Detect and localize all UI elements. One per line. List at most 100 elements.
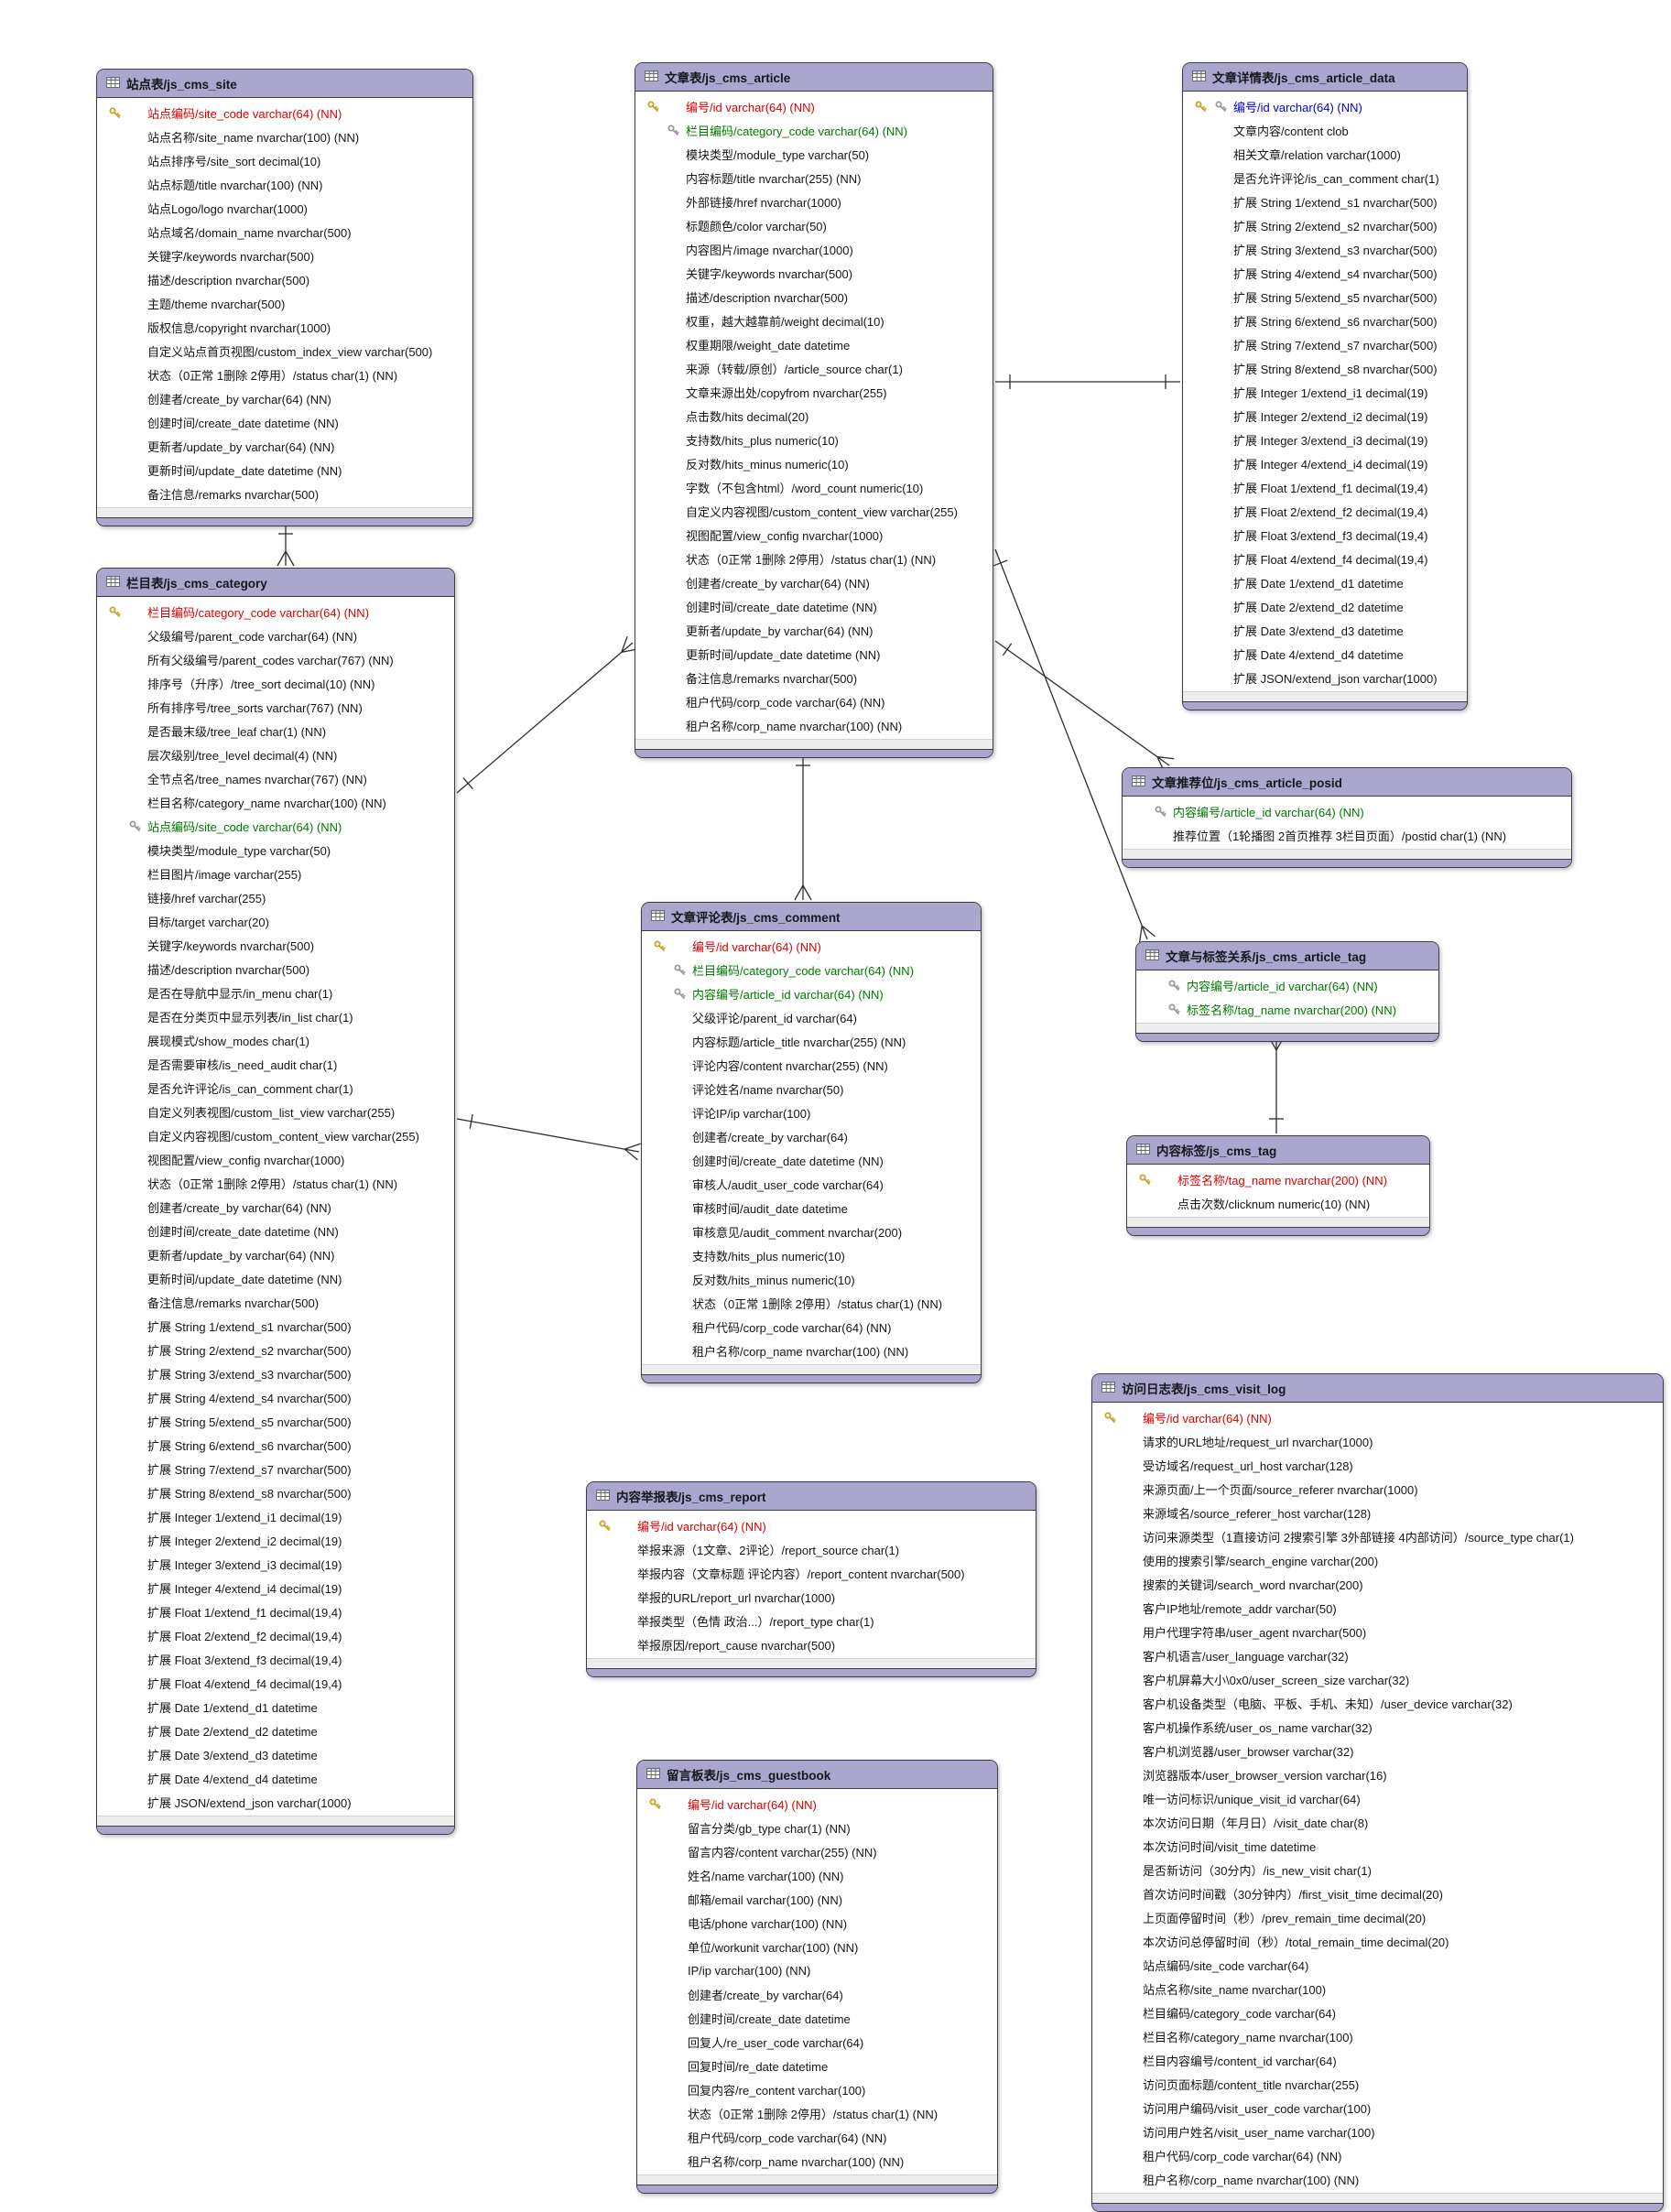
field-row: 排序号（升序）/tree_sort decimal(10) (NN) (97, 671, 454, 695)
entity-bottom-strip (1123, 859, 1571, 867)
field-label: 回复时间/re_date datetime (688, 2059, 829, 2074)
field-label: 推荐位置（1轮播图 2首页推荐 3栏目页面）/postid char(1) (N… (1173, 829, 1507, 843)
entity-header-js_cms_comment: 文章评论表/js_cms_comment (642, 903, 981, 931)
field-label: 状态（0正常 1删除 2停用）/status char(1) (NN) (688, 2107, 939, 2121)
field-row: 视图配置/view_config nvarchar(1000) (97, 1147, 454, 1171)
field-row: 客户机屏幕大小\0x0/user_screen_size varchar(32) (1092, 1667, 1663, 1691)
entity-footer (642, 1364, 981, 1374)
field-row: 扩展 String 8/extend_s8 nvarchar(500) (1183, 356, 1467, 380)
foreign-key-icon (669, 988, 689, 1000)
field-row: 举报原因/report_cause nvarchar(500) (587, 1632, 1036, 1656)
entity-js_cms_site[interactable]: 站点表/js_cms_site 站点编码/site_code varchar(64… (96, 69, 473, 526)
entity-header-js_cms_article_posid: 文章推荐位/js_cms_article_posid (1123, 768, 1571, 797)
field-row: 访问用户编码/visit_user_code varchar(100) (1092, 2096, 1663, 2120)
field-label: 扩展 Date 3/extend_d3 datetime (147, 1748, 318, 1762)
entity-js_cms_report[interactable]: 内容举报表/js_cms_report 编号/id varchar(64) (NN… (586, 1481, 1036, 1677)
field-label: 扩展 Integer 4/extend_i4 decimal(19) (1233, 457, 1428, 472)
field-label: 更新者/update_by varchar(64) (NN) (147, 439, 335, 454)
field-row: 站点名称/site_name nvarchar(100) (NN) (97, 125, 472, 148)
field-label: 状态（0正常 1删除 2停用）/status char(1) (NN) (692, 1296, 943, 1311)
field-label: 自定义列表视图/custom_list_view varchar(255) (147, 1105, 396, 1120)
field-label: 客户机设备类型（电脑、平板、手机、未知）/user_device varchar… (1143, 1697, 1513, 1711)
field-label: 扩展 String 3/extend_s3 nvarchar(500) (147, 1367, 352, 1382)
field-label: 层次级别/tree_level decimal(4) (NN) (147, 748, 338, 763)
entity-js_cms_article_tag[interactable]: 文章与标签关系/js_cms_article_tag 内容编号/article_i… (1135, 941, 1439, 1042)
field-row: 首次访问时间戳（30分钟内）/first_visit_time decimal(… (1092, 1881, 1663, 1905)
field-label: 视图配置/view_config nvarchar(1000) (147, 1153, 345, 1167)
field-row: 状态（0正常 1删除 2停用）/status char(1) (NN) (97, 363, 472, 386)
field-row: 站点排序号/site_sort decimal(10) (97, 148, 472, 172)
field-row: 编号/id varchar(64) (NN) (635, 94, 993, 118)
field-row: 电话/phone varchar(100) (NN) (637, 1911, 997, 1935)
entity-bottom-strip (1183, 701, 1467, 710)
field-row: 栏目名称/category_name nvarchar(100) (NN) (97, 790, 454, 814)
crow-foot (277, 550, 287, 567)
field-label: 描述/description nvarchar(500) (147, 273, 310, 287)
entity-title: 站点表/js_cms_site (126, 78, 237, 92)
field-label: 扩展 String 7/extend_s7 nvarchar(500) (1233, 338, 1438, 352)
entity-field-list: 编号/id varchar(64) (NN) 文章内容/content clob 相… (1183, 92, 1467, 691)
entity-js_cms_guestbook[interactable]: 留言板表/js_cms_guestbook 编号/id varchar(64) (… (636, 1760, 998, 2194)
entity-js_cms_article_posid[interactable]: 文章推荐位/js_cms_article_posid 内容编号/article_i… (1122, 767, 1572, 868)
field-row: 关键字/keywords nvarchar(500) (97, 933, 454, 957)
field-label: 是否新访问（30分内）/is_new_visit char(1) (1143, 1863, 1372, 1878)
field-row: 扩展 Integer 1/extend_i1 decimal(19) (1183, 380, 1467, 404)
entity-footer (1127, 1217, 1429, 1227)
field-label: 邮箱/email varchar(100) (NN) (688, 1892, 843, 1907)
field-label: 受访域名/request_url_host varchar(128) (1143, 1458, 1353, 1473)
entity-footer (1183, 691, 1467, 701)
field-label: 创建时间/create_date datetime (688, 2011, 851, 2026)
crow-foot (794, 884, 804, 901)
entity-js_cms_category[interactable]: 栏目表/js_cms_category 栏目编码/category_code va… (96, 568, 455, 1835)
one-tick (993, 559, 1008, 567)
field-row: 回复内容/re_content varchar(100) (637, 2077, 997, 2101)
field-row: 扩展 Integer 3/extend_i3 decimal(19) (97, 1552, 454, 1576)
field-label: 站点名称/site_name nvarchar(100) (NN) (147, 130, 360, 145)
field-row: 内容标题/title nvarchar(255) (NN) (635, 166, 993, 190)
field-label: 更新者/update_by varchar(64) (NN) (686, 623, 873, 638)
field-row: 客户机语言/user_language varchar(32) (1092, 1643, 1663, 1667)
entity-js_cms_article[interactable]: 文章表/js_cms_article 编号/id varchar(64) (NN)… (635, 62, 993, 758)
field-label: 客户机语言/user_language varchar(32) (1143, 1649, 1349, 1664)
field-row: 唯一访问标识/unique_visit_id varchar(64) (1092, 1786, 1663, 1810)
field-label: 首次访问时间戳（30分钟内）/first_visit_time decimal(… (1143, 1887, 1443, 1902)
table-icon (106, 76, 120, 91)
one-tick (1002, 643, 1013, 656)
field-label: 举报来源（1文章、2评论）/report_source char(1) (637, 1543, 900, 1557)
field-row: 审核人/audit_user_code varchar(64) (642, 1172, 981, 1196)
entity-footer (1092, 2193, 1663, 2203)
field-row: 留言分类/gb_type char(1) (NN) (637, 1816, 997, 1839)
field-label: 用户代理字符串/user_agent nvarchar(500) (1143, 1625, 1367, 1640)
field-label: 是否最末级/tree_leaf char(1) (NN) (147, 724, 327, 739)
field-row: 站点名称/site_name nvarchar(100) (1092, 1977, 1663, 2001)
field-row: 受访域名/request_url_host varchar(128) (1092, 1453, 1663, 1477)
field-row: 租户名称/corp_name nvarchar(100) (NN) (635, 713, 993, 737)
entity-js_cms_tag[interactable]: 内容标签/js_cms_tag 标签名称/tag_name nvarchar(20… (1126, 1135, 1430, 1236)
field-label: 扩展 Float 4/extend_f4 decimal(19,4) (147, 1676, 342, 1691)
field-label: 内容图片/image nvarchar(1000) (686, 243, 853, 257)
field-label: 电话/phone varchar(100) (NN) (688, 1916, 848, 1931)
field-row: 关键字/keywords nvarchar(500) (97, 244, 472, 267)
field-row: 回复时间/re_date datetime (637, 2054, 997, 2077)
field-row: 扩展 Integer 3/extend_i3 decimal(19) (1183, 428, 1467, 451)
field-row: 创建者/create_by varchar(64) (637, 1982, 997, 2006)
entity-header-js_cms_category: 栏目表/js_cms_category (97, 569, 454, 597)
field-label: 父级评论/parent_id varchar(64) (692, 1011, 857, 1025)
field-row: 租户名称/corp_name nvarchar(100) (NN) (1092, 2167, 1663, 2191)
field-row: 全节点名/tree_names nvarchar(767) (NN) (97, 766, 454, 790)
one-tick (462, 777, 473, 790)
entity-js_cms_article_data[interactable]: 文章详情表/js_cms_article_data 编号/id varchar(6… (1182, 62, 1468, 710)
field-label: 扩展 String 2/extend_s2 nvarchar(500) (1233, 219, 1438, 233)
entity-js_cms_visit_log[interactable]: 访问日志表/js_cms_visit_log 编号/id varchar(64) … (1091, 1373, 1664, 2212)
primary-key-icon (594, 1520, 614, 1532)
field-row: 邮箱/email varchar(100) (NN) (637, 1887, 997, 1911)
field-label: 目标/target varchar(20) (147, 915, 269, 929)
entity-js_cms_comment[interactable]: 文章评论表/js_cms_comment 编号/id varchar(64) (N… (641, 902, 982, 1383)
field-label: 创建者/create_by varchar(64) (NN) (147, 392, 331, 407)
field-label: 创建者/create_by varchar(64) (NN) (686, 576, 870, 591)
field-label: 租户名称/corp_name nvarchar(100) (NN) (692, 1344, 909, 1359)
field-label: 扩展 Float 4/extend_f4 decimal(19,4) (1233, 552, 1428, 567)
field-label: 扩展 Date 4/extend_d4 datetime (1233, 647, 1404, 662)
field-label: 是否在分类页中显示列表/in_list char(1) (147, 1010, 353, 1025)
field-label: 版权信息/copyright nvarchar(1000) (147, 320, 331, 335)
